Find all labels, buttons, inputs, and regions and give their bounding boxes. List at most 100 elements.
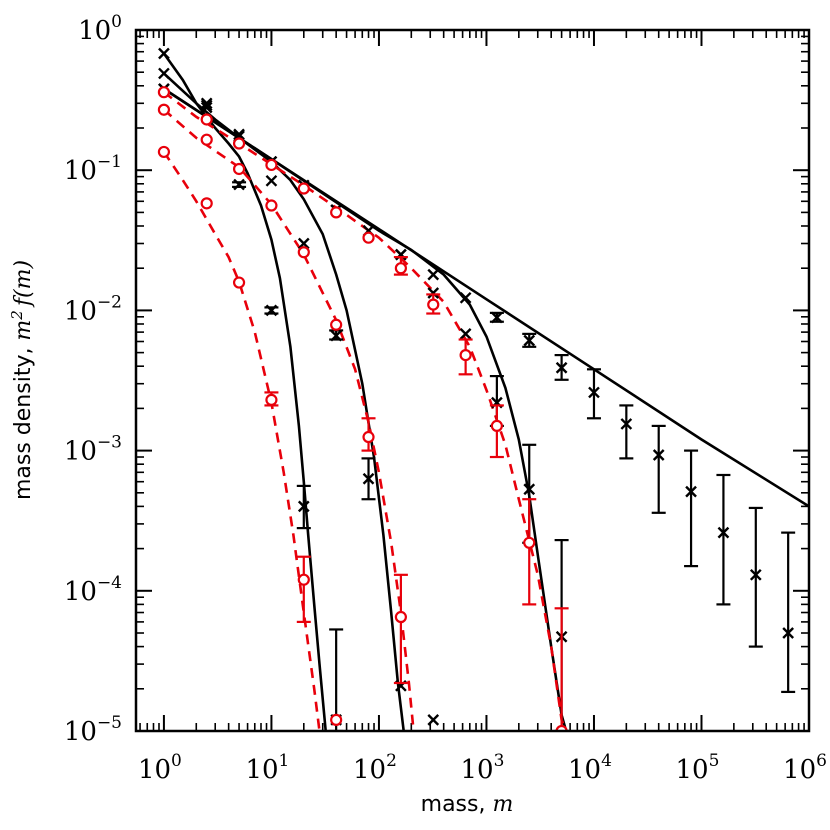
x-axis-title-text: mass,	[421, 792, 493, 817]
data-point-circle	[394, 610, 407, 624]
x-tick-label-exp: 2	[386, 751, 397, 771]
x-tick-label: 102	[353, 751, 397, 785]
x-tick-label-base: 10	[138, 755, 171, 785]
y-tick-label-base: 10	[64, 717, 97, 747]
data-point-circle	[157, 86, 171, 99]
data-point-cross	[200, 101, 213, 114]
x-tick-label: 100	[138, 751, 182, 785]
y-tick-label: 10−3	[64, 433, 122, 467]
y-tick-label: 10−2	[64, 292, 122, 326]
x-tick-label: 103	[460, 751, 504, 785]
plot-frame	[134, 28, 811, 733]
x-axis-title-symbol: m	[492, 792, 513, 817]
data-point-cross	[200, 97, 213, 110]
data-point-cross	[620, 418, 633, 430]
data-point-cross	[652, 449, 665, 461]
data-point-cross	[233, 128, 245, 141]
data-point-circle	[200, 133, 213, 146]
y-tick-label-exp: −4	[97, 573, 122, 593]
data-point-circle	[330, 713, 343, 726]
x-tick-label-exp: 3	[494, 751, 505, 771]
y-tick-label: 10−1	[64, 152, 122, 186]
y-axis-title-text: mass density,	[11, 341, 36, 500]
y-tick-label-base: 10	[78, 16, 111, 46]
data-point-cross	[717, 526, 730, 539]
data-point-circle	[297, 182, 310, 195]
data-point-cross	[459, 328, 472, 340]
data-point-circle	[362, 231, 375, 244]
data-point-cross	[588, 386, 600, 399]
data-point-cross	[265, 174, 278, 187]
data-point-circle	[362, 430, 375, 444]
data-point-cross	[523, 334, 536, 347]
y-axis-title-sup: 2	[8, 310, 26, 321]
y-tick-label-exp: −5	[97, 713, 122, 733]
x-tick-label-base: 10	[245, 755, 278, 785]
data-point-circle	[330, 206, 343, 219]
data-point-cross	[459, 291, 472, 304]
x-tick-label-exp: 4	[601, 751, 612, 771]
data-point-circle	[265, 199, 278, 212]
y-tick-label: 100	[78, 12, 122, 46]
data-point-cross	[555, 361, 568, 374]
y-axis-title-symbol: m	[11, 320, 36, 341]
data-point-circle	[490, 419, 503, 433]
data-point-circle	[157, 103, 171, 116]
data-point-cross	[158, 47, 170, 60]
minor-ticks	[136, 30, 809, 731]
data-point-circle	[232, 276, 246, 289]
x-tick-label: 104	[568, 751, 612, 785]
data-point-circle	[297, 246, 310, 259]
y-tick-label-exp: −3	[97, 433, 122, 453]
x-tick-label-base: 10	[783, 755, 816, 785]
data-point-circle	[427, 298, 440, 311]
data-point-circle	[157, 145, 171, 159]
data-point-cross	[427, 287, 440, 299]
x-axis-title: mass, m	[421, 792, 514, 817]
data-point-circle	[394, 262, 407, 275]
data-point-cross	[158, 67, 170, 80]
x-tick-label-base: 10	[353, 755, 386, 785]
data-point-circle	[200, 113, 213, 126]
x-tick-label-exp: 5	[709, 751, 720, 771]
data-point-circle	[330, 318, 343, 331]
data-point-cross	[782, 627, 795, 639]
data-point-cross	[200, 99, 213, 112]
data-point-cross	[330, 329, 343, 342]
model-curve-dashed	[162, 151, 321, 731]
data-point-circle	[523, 536, 536, 549]
y-axis-title-fn: f(m)	[11, 260, 36, 308]
data-point-cross	[523, 483, 536, 496]
y-tick-label-base: 10	[64, 296, 97, 326]
data-layer	[157, 47, 809, 731]
y-tick-label-exp: 0	[111, 12, 122, 32]
data-point-cross	[427, 714, 440, 726]
data-point-cross	[297, 500, 310, 513]
y-axis-title: mass density, m2 f(m)	[8, 260, 36, 500]
y-tick-label-exp: −1	[97, 152, 122, 172]
x-tick-label-base: 10	[460, 755, 493, 785]
x-tick-label: 105	[676, 751, 720, 785]
model-curve-dashed	[163, 91, 568, 731]
y-tick-label-base: 10	[64, 437, 97, 467]
data-point-circle	[297, 573, 310, 586]
data-point-cross	[265, 304, 278, 317]
y-tick-label: 10−4	[64, 573, 122, 607]
data-point-cross	[362, 472, 375, 485]
data-point-cross	[685, 485, 697, 498]
data-point-cross	[297, 237, 310, 250]
y-tick-label-base: 10	[64, 577, 97, 607]
data-point-circle	[265, 393, 278, 406]
x-tick-label-exp: 6	[816, 751, 827, 771]
data-point-circle	[232, 162, 246, 176]
x-tick-label: 101	[245, 751, 289, 785]
y-tick-label: 10−5	[64, 713, 122, 747]
x-tick-label-exp: 0	[171, 751, 182, 771]
y-tick-label-exp: −2	[97, 292, 122, 312]
data-point-cross	[491, 311, 503, 324]
data-point-circle	[265, 158, 278, 172]
x-tick-label-base: 10	[676, 755, 709, 785]
